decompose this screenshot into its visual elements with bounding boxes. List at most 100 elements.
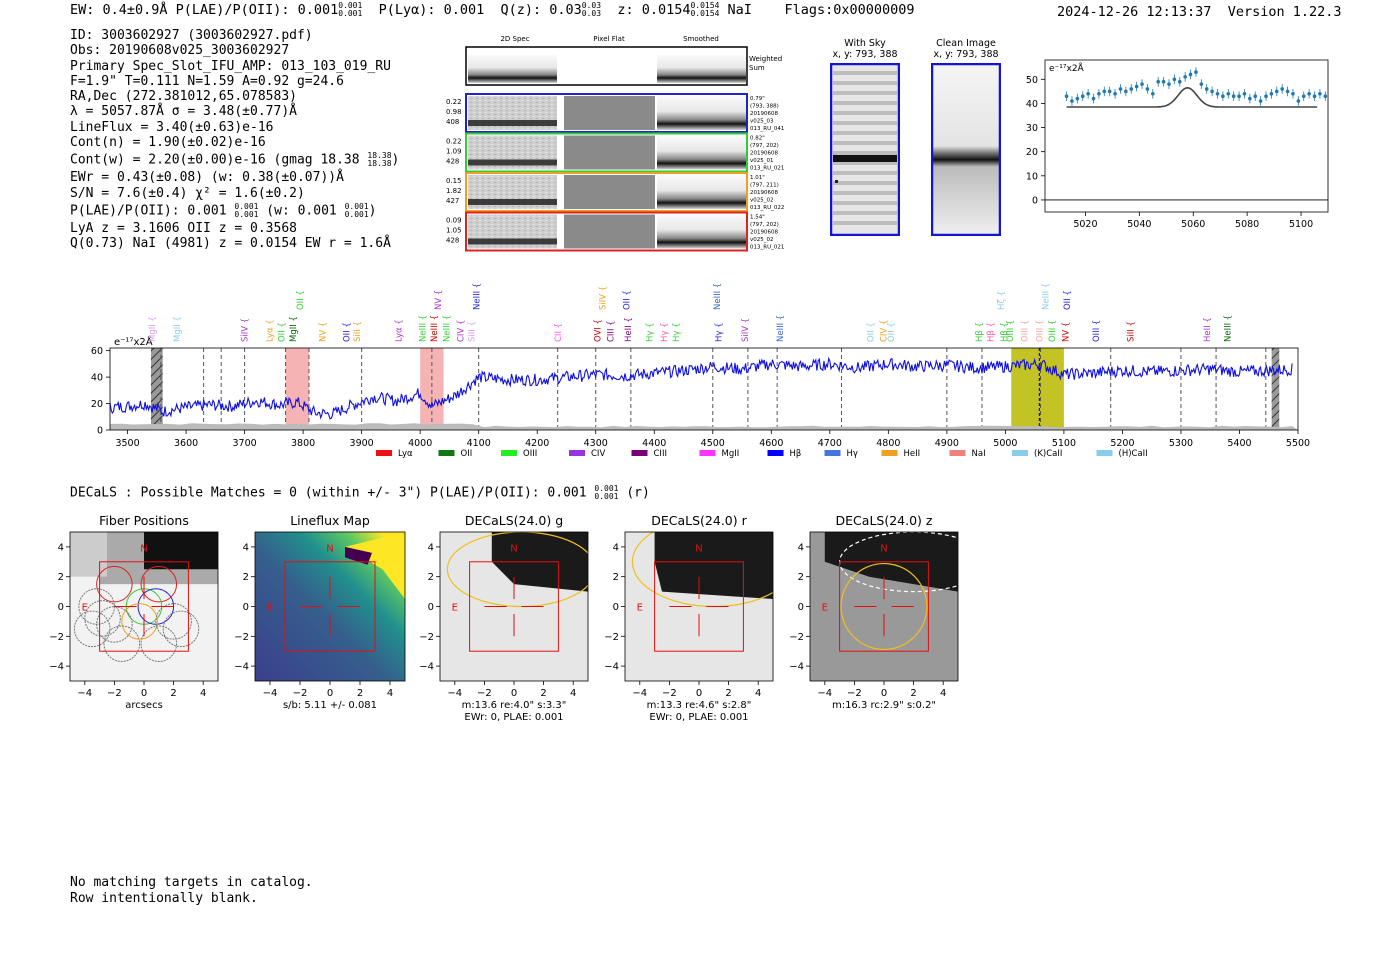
panel-xtick-label: 0 <box>511 688 517 699</box>
sky-stripe <box>833 151 897 155</box>
info-plae-tail: ) <box>368 203 377 219</box>
spec-xtick-label: 4700 <box>818 438 842 449</box>
info-lya: LyA z = 3.1606 OII z = 0.3568 <box>70 220 297 236</box>
cutout-col-pixelflat: Pixel Flat <box>593 35 625 43</box>
cutout-2dspec-trace <box>468 199 557 205</box>
cutout-left-value: 0.22 <box>446 138 462 146</box>
info-lambda: λ = 5057.87Å σ = 3.48(±0.77)Å <box>70 104 297 120</box>
zoom-data-point <box>1161 79 1166 84</box>
zoom-data-point <box>1307 91 1311 96</box>
cutout-left-value: 0.15 <box>446 177 462 185</box>
cutout-row-frame <box>465 211 748 252</box>
info-ewr: EWr = 0.43(±0.08) (w: 0.38(±0.07))Å <box>70 170 344 186</box>
spec-line-label: OIII { <box>1006 320 1016 342</box>
zoom-xtick-label: 5020 <box>1073 219 1097 230</box>
info-plae-w-sub: 0.001 <box>344 209 369 219</box>
panel-xtick-label: −2 <box>107 688 122 699</box>
clean-title: Clean Image <box>936 38 996 49</box>
decals-panels: Fiber Positions N E −4 −2 0 2 4 4 2 0 −2 −4 arcsecs Li… <box>49 513 959 723</box>
spec-line-label: OII { <box>296 290 306 310</box>
panel-east-label: E <box>82 603 88 614</box>
spec-xtick-label: 3600 <box>174 438 198 449</box>
panel-ytick-label: 2 <box>243 572 249 583</box>
fiber-dark-block <box>144 532 218 570</box>
spec-line-label: SiII { <box>353 321 363 342</box>
panel-xtick-label: −4 <box>263 688 278 699</box>
spec-legend-swatch <box>631 450 648 456</box>
panel-north-label: N <box>140 543 147 554</box>
fiber-circle <box>103 625 141 663</box>
zoom-data-point <box>1285 89 1290 94</box>
cutout-right-value: v025_01 <box>750 158 774 164</box>
cutout-left-value: 427 <box>446 197 459 205</box>
cutout-pixelflat <box>564 214 655 249</box>
panel-ytick-label: −4 <box>234 662 249 673</box>
cutout-left-value: 1.82 <box>446 187 462 195</box>
panel-ytick-label: 2 <box>428 572 434 583</box>
spec-legend-swatch <box>501 450 517 456</box>
info-plae-w-frac: 0.001 0.001 <box>344 202 369 219</box>
weighted-2dspec <box>468 55 557 83</box>
decals-summary-sub: 0.001 <box>594 492 619 501</box>
zoom-data-point <box>1242 91 1247 96</box>
cutout-smoothed <box>657 214 746 249</box>
spec-line-label: Hζ { <box>997 291 1007 310</box>
info-id: ID: 3003602927 (3003602927.pdf) <box>70 28 313 43</box>
cutout-right-value: (797, 211) <box>750 183 779 189</box>
panel-ytick-label: 0 <box>58 602 64 613</box>
spec-xtick-label: 5100 <box>1052 438 1076 449</box>
spec-xtick-label: 3700 <box>233 438 257 449</box>
cutout-left-value: 1.05 <box>446 227 462 235</box>
zoom-data-point <box>1269 91 1274 96</box>
spec-legend: Lyα OII OIII CIV CIII MgII Hβ Hγ HeII NaI (K)CaII (… <box>376 449 1148 459</box>
zoom-data-point <box>1156 79 1160 84</box>
panel-caption: EWr: 0, PLAE: 0.001 <box>649 712 748 723</box>
zoom-data-point <box>1107 89 1112 94</box>
info-plae-w: (w: 0.001 <box>266 203 337 219</box>
panel-ytick-label: 4 <box>243 542 249 553</box>
zoom-data-point <box>1221 94 1225 98</box>
zoom-data-point <box>1296 99 1301 103</box>
cutout-pixelflat <box>564 175 655 209</box>
spec-ytick-label: 40 <box>91 373 103 384</box>
panel-xtick-label: −4 <box>447 688 462 699</box>
panel-xtick-label: −2 <box>847 688 862 699</box>
spec-ytick-label: 20 <box>91 399 103 410</box>
zoom-data-point <box>1199 82 1204 86</box>
clean-image-header: Clean Image x, y: 793, 388 <box>931 38 1001 60</box>
panel-ytick-label: 4 <box>428 542 434 553</box>
zoom-ylabel: e⁻¹⁷x2Å <box>1049 62 1085 74</box>
panel-xtick-label: 4 <box>940 688 946 699</box>
cutout-right-value: 20190608 <box>750 190 778 196</box>
spec-legend-swatch <box>1012 450 1028 456</box>
sky-stripe <box>833 121 897 125</box>
zoom-data-point <box>1172 77 1177 82</box>
spec-xtick-label: 4300 <box>584 438 608 449</box>
decals-z-circle <box>840 562 928 651</box>
spec-line-label: OII { <box>887 322 897 342</box>
cutout-right-value: (797, 202) <box>750 222 779 228</box>
panel-image <box>625 532 773 681</box>
spec-line-label: NV { <box>318 322 328 342</box>
spec-ylabel: e⁻¹⁷x2Å <box>114 335 153 348</box>
panel-ytick-label: −2 <box>234 632 249 643</box>
cutout-2dspec-trace <box>468 238 557 245</box>
spec-legend-label: Hβ <box>790 449 802 459</box>
cutout-right-value: (793, 388) <box>750 104 779 110</box>
spec-shaded-region <box>285 348 309 430</box>
spec-legend-label: (H)CaII <box>1119 449 1148 459</box>
footer-line-2: Row intentionally blank. <box>70 890 258 906</box>
panel-xtick-label: 4 <box>200 688 206 699</box>
spec-legend-swatch <box>824 450 841 456</box>
cutout-right-value: (797, 202) <box>750 143 779 149</box>
spec-line-label: SiIV { <box>599 286 609 310</box>
header-plae-sub: 0.001 <box>338 9 363 18</box>
zoom-data-point <box>1312 94 1317 98</box>
spec-shaded-region <box>420 348 444 430</box>
zoom-ytick-label: 40 <box>1026 99 1038 110</box>
sky-stripe <box>833 181 897 185</box>
spec-line-label: Hγ { <box>672 322 682 342</box>
zoom-data-point <box>1183 75 1187 79</box>
zoom-xtick-label: 5060 <box>1181 219 1205 230</box>
zoom-data-point <box>1167 82 1171 86</box>
